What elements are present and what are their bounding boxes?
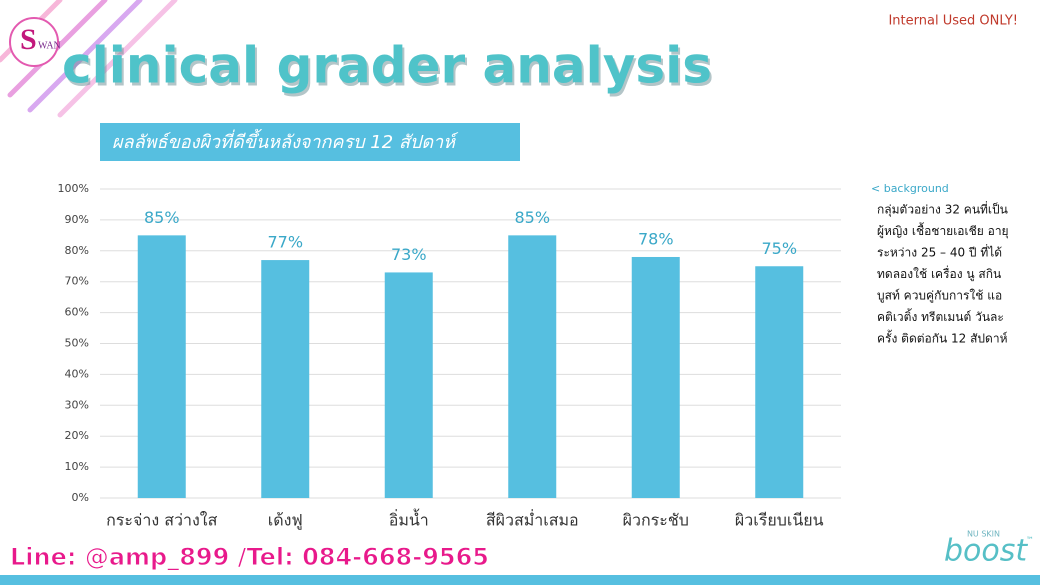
bar (384, 272, 433, 498)
x-tick-label: สีผิวสม่ำเสมอ (486, 509, 579, 530)
value-label: 73% (391, 245, 427, 264)
chart: 0% 10% 20% 30% 40% 50% 60% 70% 80% 90% 100% 85% กระจ… (58, 182, 841, 531)
subtitle-box (100, 123, 520, 161)
bar (137, 235, 186, 498)
logo-text: WAN (38, 40, 61, 51)
x-tick-label: เด้งฟู (268, 511, 303, 531)
title-shadow: clinical grader analysis (64, 40, 714, 98)
subtitle: ผลลัพธ์ของผิวที่ดีขึ้นหลังจากครบ 12 สัปด… (112, 128, 459, 153)
background-line: กลุ่มตัวอย่าง 32 คนที่เป็น (877, 201, 1008, 218)
title: clinical grader analysis (62, 37, 712, 95)
y-tick-label: 30% (65, 398, 89, 411)
x-tick-label: กระจ่าง สว่างใส (106, 511, 217, 530)
background-line: ผู้หญิง เชื้อชายเอเชีย อายุ (877, 222, 1009, 239)
bar (261, 260, 310, 498)
contact: Line: @amp_899 /Tel: 084-668-9565 (10, 543, 489, 571)
x-tick-label: อิ่มน้ำ (389, 509, 429, 530)
background-heading: < background (871, 182, 949, 195)
background-line: ระหว่าง 25 – 40 ปี ที่ได้ (877, 244, 1002, 260)
y-tick-label: 10% (65, 460, 89, 473)
logo-initial: S (20, 23, 37, 56)
notice: Internal Used ONLY! (888, 14, 1018, 29)
background-line: คติเวติ้ง ทรีตเมนต์ วันละ (877, 308, 1004, 324)
y-tick-label: 70% (65, 275, 89, 288)
bar (508, 235, 557, 498)
bar (631, 256, 680, 498)
value-label: 77% (267, 233, 303, 252)
y-tick-label: 100% (58, 182, 89, 195)
trademark: ™ (1026, 536, 1034, 545)
background-notes: กลุ่มตัวอย่าง 32 คนที่เป็นผู้หญิง เชื้อช… (877, 201, 1009, 346)
bottom-band (0, 575, 1040, 585)
x-tick-label: ผิวเรียบเนียน (735, 511, 824, 530)
y-tick-label: 60% (65, 306, 89, 319)
logo-ring (9, 17, 59, 67)
y-tick-label: 50% (65, 337, 89, 350)
bar (755, 266, 804, 498)
y-tick-label: 0% (72, 491, 89, 504)
brand: boost (944, 534, 1028, 569)
background-line: บูสท์ ควบคู่กับการใช้ แอ (877, 289, 1002, 304)
brand-small: NU SKIN (967, 530, 1000, 539)
background-line: ทดลองใช้ เครื่อง นู สกิน (877, 265, 1001, 282)
y-tick-label: 90% (65, 213, 89, 226)
value-label: 75% (761, 239, 797, 258)
y-tick-label: 80% (65, 244, 89, 257)
y-tick-label: 40% (65, 367, 89, 380)
background-line: ครั้ง ติดต่อกัน 12 สัปดาห์ (877, 330, 1008, 346)
value-label: 85% (144, 208, 180, 227)
value-label: 78% (638, 229, 674, 248)
y-tick-label: 20% (65, 429, 89, 442)
value-label: 85% (514, 208, 550, 227)
x-tick-label: ผิวกระชับ (623, 511, 689, 530)
